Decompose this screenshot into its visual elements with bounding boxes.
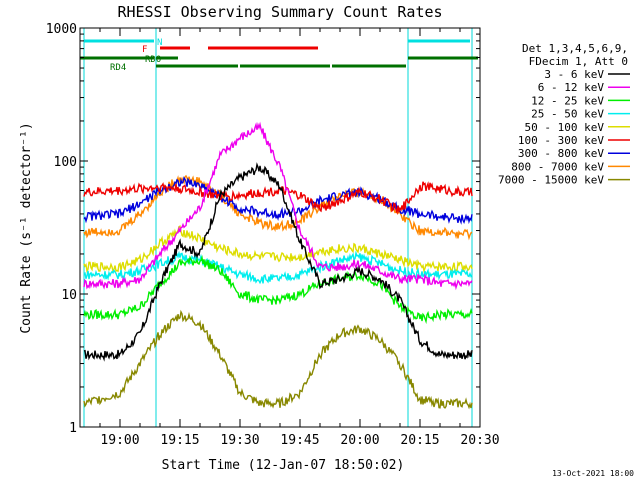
flag-label: N (157, 38, 162, 48)
legend-entry-label: 25 - 50 keV (531, 108, 604, 121)
legend-entry-label: 6 - 12 keV (538, 81, 605, 94)
legend-entry-label: 7000 - 15000 keV (498, 174, 604, 187)
series-layer (83, 121, 473, 410)
chart-title: RHESSI Observing Summary Count Rates (117, 3, 442, 21)
series-line (83, 162, 473, 362)
legend-entry-label: 50 - 100 keV (525, 121, 605, 134)
legend-entry-label: 3 - 6 keV (544, 68, 604, 81)
series-line (83, 309, 473, 410)
legend-entry-label: 12 - 25 keV (531, 94, 604, 107)
flag-label: F (142, 45, 147, 55)
plot-area (83, 28, 473, 427)
legend-entry-label: 100 - 300 keV (518, 134, 604, 147)
series-line (83, 121, 473, 291)
legend-entry-label: 300 - 800 keV (518, 147, 604, 160)
y-tick-label: 10 (61, 288, 77, 303)
y-tick-label: 1000 (46, 22, 77, 37)
x-tick-label: 20:30 (460, 433, 499, 448)
legend-header-line: FDecim 1, Att 0 (529, 55, 628, 68)
x-tick-label: 20:00 (340, 433, 379, 448)
y-tick-label: 1 (69, 421, 77, 436)
x-tick-label: 19:45 (280, 433, 319, 448)
series-line (83, 174, 473, 241)
x-tick-label: 19:00 (100, 433, 139, 448)
y-tick-label: 100 (54, 155, 77, 170)
x-axis-label: Start Time (12-Jan-07 18:50:02) (162, 458, 405, 473)
series-line (83, 250, 473, 285)
flag-label: RD0 (145, 55, 161, 65)
legend-header-line: Det 1,3,4,5,6,9, (522, 42, 628, 55)
footer-date: 13-Oct-2021 18:00 (552, 469, 634, 478)
series-line (83, 255, 473, 325)
y-axis-label: Count Rate (s⁻¹ detector⁻¹) (19, 122, 34, 333)
x-tick-label: 19:15 (160, 433, 199, 448)
series-line (83, 225, 473, 274)
flag-label: RD4 (110, 63, 126, 73)
x-tick-label: 19:30 (220, 433, 259, 448)
x-tick-label: 20:15 (400, 433, 439, 448)
legend-entry-label: 800 - 7000 keV (511, 160, 604, 173)
legend: Det 1,3,4,5,6,9,FDecim 1, Att 03 - 6 keV… (498, 42, 630, 187)
axes: 19:00 19:15 19:30 19:45 20:00 20:15 20:30 1 10 10… (46, 22, 500, 448)
series-line (83, 176, 473, 225)
series-line (83, 181, 473, 215)
